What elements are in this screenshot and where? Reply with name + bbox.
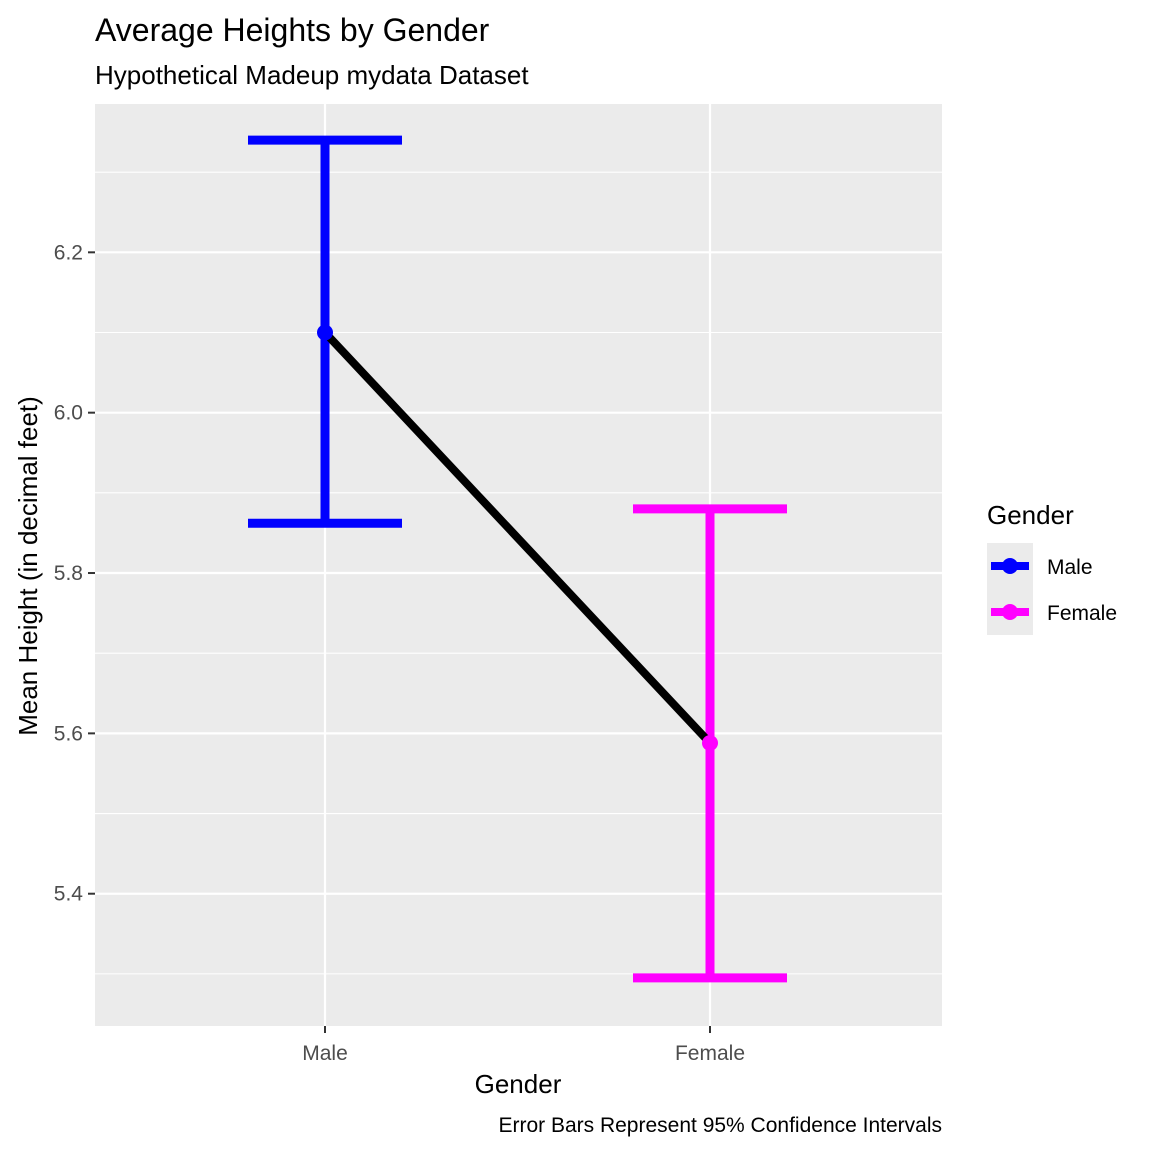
legend-title: Gender — [987, 500, 1074, 530]
chart-title: Average Heights by Gender — [95, 12, 490, 48]
legend-key-point — [1002, 604, 1018, 620]
legend-label: Male — [1047, 556, 1093, 579]
y-tick-label: 6.2 — [54, 241, 83, 264]
plot-panel — [95, 104, 942, 1026]
minor-gridlines — [95, 171, 942, 975]
chart-subtitle: Hypothetical Madeup mydata Dataset — [95, 60, 529, 90]
x-axis-title: Gender — [475, 1069, 562, 1099]
legend-key-point — [1002, 558, 1018, 574]
y-tick-label: 5.4 — [54, 883, 84, 906]
chart-caption: Error Bars Represent 95% Confidence Inte… — [498, 1114, 942, 1137]
y-axis-title: Mean Height (in decimal feet) — [13, 396, 43, 736]
x-tick-label: Female — [675, 1042, 745, 1065]
connecting-line — [322, 329, 713, 746]
legend: Gender Male Female — [987, 500, 1117, 635]
legend-label: Female — [1047, 602, 1117, 625]
legend-item-female: Female — [987, 589, 1117, 635]
mean-point-female — [702, 734, 718, 751]
legend-item-male: Male — [987, 543, 1093, 589]
x-tick-label: Male — [302, 1042, 348, 1065]
y-axis-ticks: 5.4 5.6 5.8 6.0 6.2 — [54, 241, 95, 906]
mean-connector-line — [322, 329, 713, 746]
x-axis-ticks: Male Female — [302, 1026, 745, 1065]
mean-point-male — [317, 324, 333, 341]
y-tick-label: 5.6 — [54, 722, 83, 745]
mean-points — [317, 324, 718, 751]
y-tick-label: 5.8 — [54, 562, 83, 585]
y-tick-label: 6.0 — [54, 402, 83, 425]
